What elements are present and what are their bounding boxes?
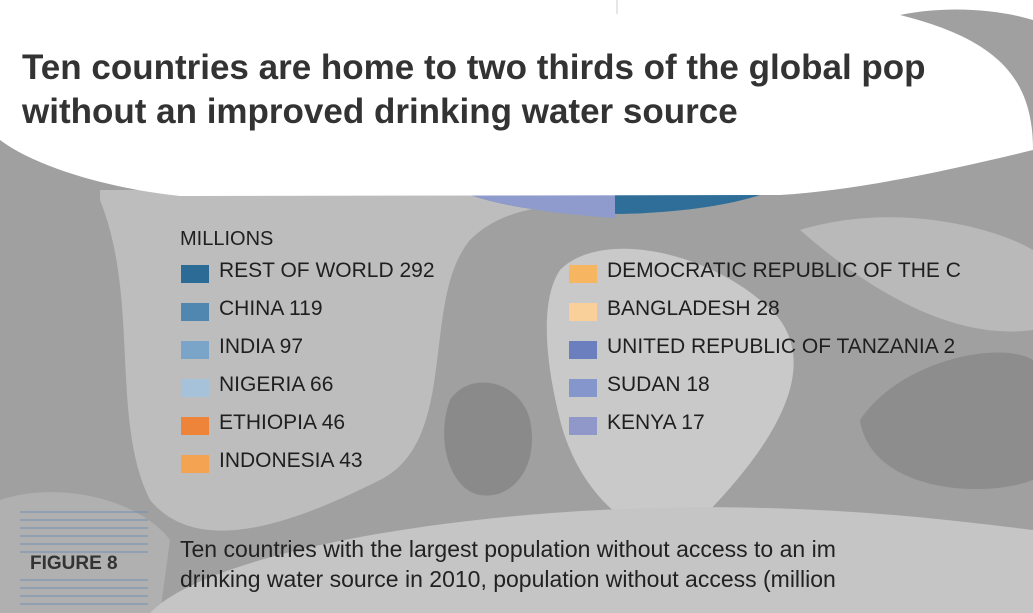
title-line: without an improved drinking water sourc… <box>22 92 738 131</box>
legend-label: CHINA 119 <box>219 297 323 320</box>
legend-label: NIGERIA 66 <box>219 373 334 396</box>
legend-label: BANGLADESH 28 <box>607 297 780 320</box>
legend-swatch <box>569 379 597 397</box>
legend-swatch <box>181 265 209 283</box>
legend-label: UNITED REPUBLIC OF TANZANIA 2 <box>607 335 956 358</box>
legend-swatch <box>569 417 597 435</box>
legend-swatch <box>181 417 209 435</box>
caption-line: Ten countries with the largest populatio… <box>180 536 836 562</box>
legend-heading: MILLIONS <box>180 228 274 250</box>
legend-swatch <box>181 303 209 321</box>
legend-label: INDONESIA 43 <box>219 449 363 472</box>
legend-swatch <box>569 341 597 359</box>
legend-label: INDIA 97 <box>219 335 304 358</box>
legend-swatch <box>181 455 209 473</box>
legend-label: REST OF WORLD 292 <box>219 259 435 282</box>
figure-label: FIGURE 8 <box>30 553 118 574</box>
legend-label: ETHIOPIA 46 <box>219 411 346 434</box>
title-line: Ten countries are home to two thirds of … <box>22 48 926 87</box>
legend-label: DEMOCRATIC REPUBLIC OF THE C <box>607 259 961 282</box>
legend-label: KENYA 17 <box>607 411 705 434</box>
caption-line: drinking water source in 2010, populatio… <box>180 566 836 592</box>
legend-swatch <box>569 303 597 321</box>
legend-swatch <box>181 341 209 359</box>
legend-swatch <box>569 265 597 283</box>
legend-label: SUDAN 18 <box>607 373 710 396</box>
legend-swatch <box>181 379 209 397</box>
